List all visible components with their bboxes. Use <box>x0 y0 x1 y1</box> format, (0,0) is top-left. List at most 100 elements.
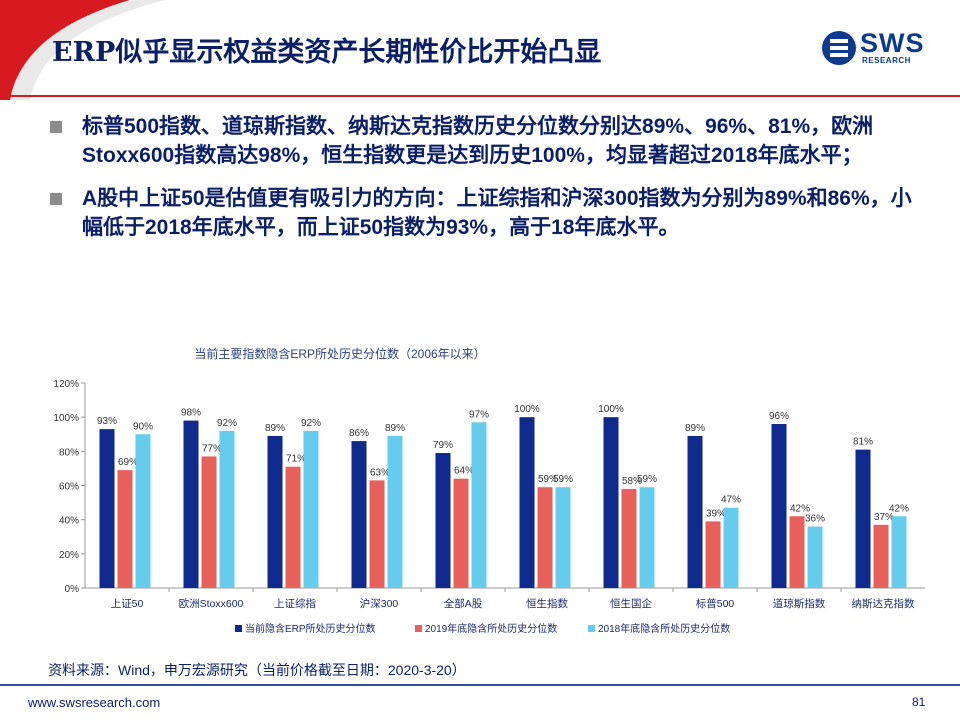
bar-current <box>183 420 199 588</box>
data-label: 100% <box>598 404 624 415</box>
bar-end-2018 <box>219 430 235 588</box>
data-label: 92% <box>217 418 237 429</box>
bar-end-2019 <box>369 480 385 588</box>
bar-end-2019 <box>285 466 301 588</box>
bullet-list: 标普500指数、道琼斯指数、纳斯达克指数历史分位数分别达89%、96%、81%，… <box>48 112 928 256</box>
data-label: 64% <box>454 466 474 477</box>
data-label: 96% <box>769 411 789 422</box>
legend-label: 2019年底隐含所处历史分位数 <box>425 622 557 635</box>
bullet-item: 标普500指数、道琼斯指数、纳斯达克指数历史分位数分别达89%、96%、81%，… <box>48 112 928 170</box>
data-label: 58% <box>622 476 642 487</box>
bar-current <box>351 441 367 588</box>
data-label: 77% <box>202 443 222 454</box>
data-label: 100% <box>514 404 540 415</box>
legend-label: 当前隐含ERP所处历史分位数 <box>245 622 376 635</box>
y-tick-label: 80% <box>59 447 79 458</box>
bar-current <box>855 449 871 588</box>
data-label: 42% <box>790 503 810 514</box>
data-label: 71% <box>286 454 306 465</box>
x-tick-label: 道琼斯指数 <box>773 597 826 610</box>
bullet-text: 标普500指数、道琼斯指数、纳斯达克指数历史分位数分别达89%、96%、81%，… <box>82 115 874 167</box>
x-tick-label: 标普500 <box>696 597 735 610</box>
data-label: 59% <box>553 474 573 485</box>
bar-end-2019 <box>537 487 553 588</box>
bullet-item: A股中上证50是估值更有吸引力的方向：上证综指和沪深300指数为分别为89%和8… <box>48 184 928 242</box>
bar-end-2019 <box>789 516 805 588</box>
x-tick-label: 恒生指数 <box>526 597 568 610</box>
bar-end-2019 <box>117 470 133 588</box>
bar-end-2018 <box>135 434 151 588</box>
erp-percentile-chart: 当前主要指数隐含ERP所处历史分位数（2006年以来） 0% 20% 40% 60% 80… <box>53 346 925 635</box>
data-label: 63% <box>370 467 390 478</box>
legend-swatch <box>235 625 242 632</box>
data-label: 89% <box>385 423 405 434</box>
data-label: 42% <box>889 503 909 514</box>
data-label: 93% <box>97 416 117 427</box>
data-label: 47% <box>721 495 741 506</box>
page-title: ERP似乎显示权益类资产长期性价比开始凸显 <box>52 37 602 68</box>
bar-current <box>267 435 283 588</box>
x-tick-label: 沪深300 <box>360 597 399 610</box>
data-label: 79% <box>433 440 453 451</box>
data-label: 90% <box>133 421 153 432</box>
data-label: 59% <box>538 474 558 485</box>
bar-end-2018 <box>555 487 571 588</box>
bar-end-2019 <box>453 478 469 588</box>
bar-end-2018 <box>303 430 319 588</box>
y-tick-label: 0% <box>65 584 80 595</box>
y-tick-label: 120% <box>53 379 79 390</box>
bar-current <box>687 435 703 588</box>
data-label: 92% <box>301 418 321 429</box>
bar-end-2019 <box>201 456 217 588</box>
source-note: 资料来源：Wind，申万宏源研究（当前价格截至日期：2020-3-20） <box>48 662 466 678</box>
sws-logo: SWS RESEARCH <box>820 26 942 70</box>
bullet-square-icon <box>50 121 62 133</box>
footer-divider <box>0 684 960 686</box>
data-label: 89% <box>265 423 285 434</box>
bullet-square-icon <box>50 193 62 205</box>
data-label: 89% <box>685 423 705 434</box>
data-label: 37% <box>874 512 894 523</box>
x-tick-label: 全部A股 <box>444 597 483 610</box>
y-tick-label: 60% <box>59 482 79 493</box>
data-label: 39% <box>706 508 726 519</box>
bar-end-2018 <box>723 507 739 588</box>
page-number: 81 <box>912 695 926 709</box>
data-label: 81% <box>853 437 873 448</box>
bar-end-2018 <box>891 516 907 588</box>
data-label: 69% <box>118 457 138 468</box>
header-divider <box>0 95 960 97</box>
bar-current <box>435 453 451 588</box>
data-label: 36% <box>805 514 825 525</box>
x-tick-label: 上证综指 <box>274 597 316 610</box>
y-tick-label: 100% <box>53 413 79 424</box>
bar-end-2019 <box>621 488 637 588</box>
bar-end-2019 <box>705 521 721 588</box>
bar-current <box>519 417 535 588</box>
bar-current <box>603 417 619 588</box>
x-tick-label: 上证50 <box>111 598 144 610</box>
data-label: 59% <box>637 474 657 485</box>
sws-logo-icon <box>822 31 856 65</box>
chart-title: 当前主要指数隐含ERP所处历史分位数（2006年以来） <box>194 346 485 361</box>
bar-end-2018 <box>807 526 823 588</box>
bar-end-2019 <box>873 524 889 588</box>
bullet-text: A股中上证50是估值更有吸引力的方向：上证综指和沪深300指数为分别为89%和8… <box>82 187 912 239</box>
data-label: 86% <box>349 428 369 439</box>
bar-current <box>99 429 115 588</box>
y-tick-label: 20% <box>59 550 79 561</box>
bar-current <box>771 424 787 588</box>
legend-swatch <box>588 625 595 632</box>
y-tick-label: 40% <box>59 516 79 527</box>
data-label: 97% <box>469 409 489 420</box>
x-tick-label: 恒生国企 <box>610 597 652 610</box>
footer-url[interactable]: www.swsresearch.com <box>28 695 161 710</box>
logo-subtext: RESEARCH <box>862 56 911 65</box>
bar-end-2018 <box>471 422 487 588</box>
legend-label: 2018年底隐含所处历史分位数 <box>598 622 730 635</box>
data-label: 98% <box>181 408 201 419</box>
bar-end-2018 <box>387 435 403 588</box>
x-tick-label: 欧洲Stoxx600 <box>179 598 244 610</box>
logo-text: SWS <box>860 28 925 58</box>
bar-end-2018 <box>639 487 655 588</box>
